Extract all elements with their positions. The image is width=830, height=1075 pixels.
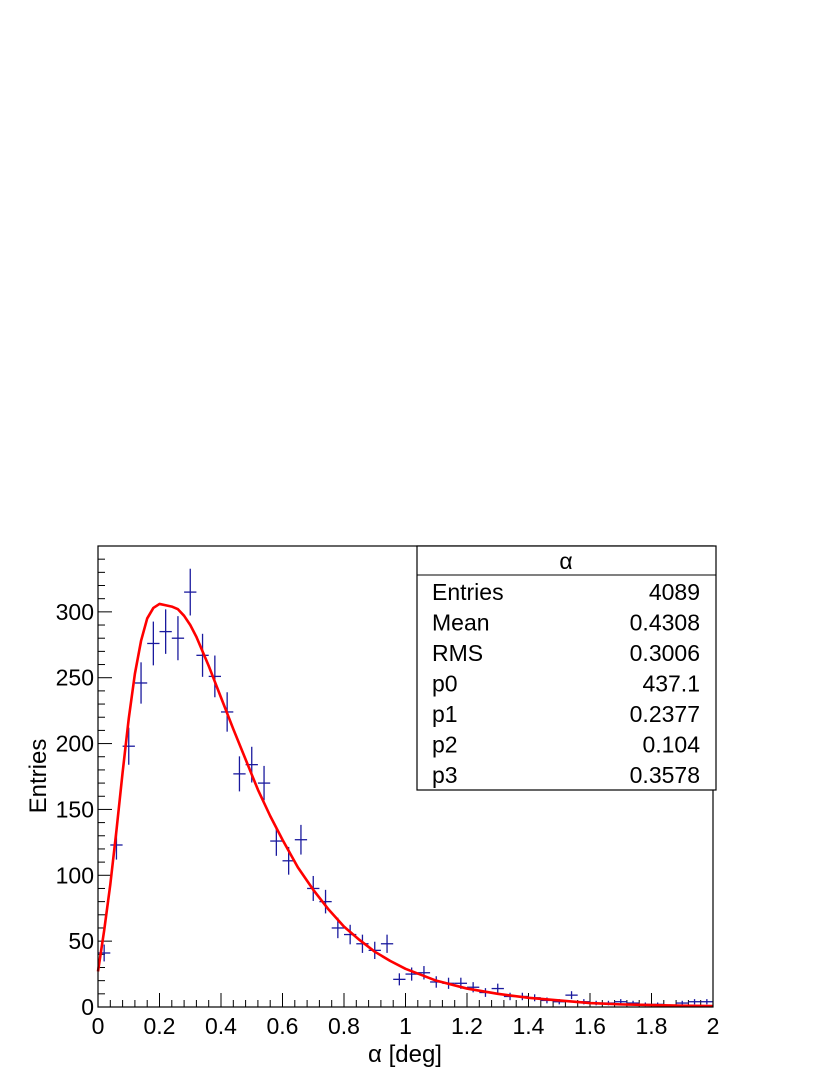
x-tick-label: 0.2 [144,1013,176,1039]
stats-row: Entries 4089 [432,579,700,605]
y-tick-label: 50 [68,928,94,954]
x-tick-label: 1.4 [513,1013,545,1039]
stats-label: RMS [432,640,483,666]
x-axis-title: α [deg] [368,1041,442,1068]
stats-label: p3 [432,762,458,788]
y-tick-labels: 0 50 100 150 200 250 300 [56,599,94,1020]
y-tick-label: 200 [56,731,94,757]
stats-label: p2 [432,732,458,758]
y-axis-title: Entries [25,739,52,814]
x-tick-label: 1 [399,1013,412,1039]
stats-value: 0.3006 [630,640,700,666]
stats-row: p2 0.104 [432,732,700,758]
data-point [134,662,148,704]
data-point [565,991,578,1000]
x-tick-label: 2 [707,1013,720,1039]
stats-row: Mean 0.4308 [432,610,700,636]
data-point [208,655,221,698]
stats-box-frame [416,545,717,791]
fit-curve [96,602,714,1008]
data-point [171,616,185,661]
x-tick-label: 0.6 [267,1013,299,1039]
data-point [257,765,271,801]
x-tick-label: 0.8 [328,1013,360,1039]
x-tick-label: 0 [92,1013,105,1039]
data-point [233,756,246,792]
y-tick-label: 300 [56,599,94,625]
y-tick-label: 150 [56,796,94,822]
stats-label: Mean [432,610,490,636]
data-point [294,824,308,855]
fit-line [96,602,714,1008]
data-point [380,934,394,953]
stats-row: p3 0.3578 [432,762,700,788]
x-tick-labels: 0 0.2 0.4 0.6 0.8 1 1.2 1.4 1.6 1.8 2 [92,1013,720,1039]
data-point [270,826,283,856]
data-point [184,568,197,616]
x-tick-label: 1.2 [451,1013,483,1039]
stats-value: 0.3578 [630,762,700,788]
stats-value: 437.1 [642,671,700,697]
stats-label: Entries [432,579,504,605]
stats-row: RMS 0.3006 [432,640,700,666]
data-point [393,973,406,986]
y-tick-label: 100 [56,862,94,888]
stats-label: p0 [432,671,458,697]
x-tick-label: 1.6 [574,1013,606,1039]
stats-row: p0 437.1 [432,671,700,697]
stats-value: 0.104 [642,732,700,758]
data-point [700,999,713,1005]
stats-row: p1 0.2377 [432,701,700,727]
data-point [491,983,504,994]
y-tick-label: 250 [56,665,94,691]
stats-rows: Entries 4089 Mean 0.4308 RMS 0.3006 p0 437.1 p1 0… [432,579,700,788]
stats-box-title: α [559,548,572,574]
data-point [688,999,701,1005]
x-tick-label: 0.4 [205,1013,237,1039]
stats-value: 0.2377 [630,701,700,727]
stats-label: p1 [432,701,458,727]
data-point [147,621,160,666]
stats-value: 4089 [649,579,700,605]
y-tick-label: 0 [81,994,94,1020]
data-point [196,633,209,677]
x-tick-label: 1.8 [636,1013,668,1039]
data-point [159,609,172,654]
stats-value: 0.4308 [630,610,700,636]
